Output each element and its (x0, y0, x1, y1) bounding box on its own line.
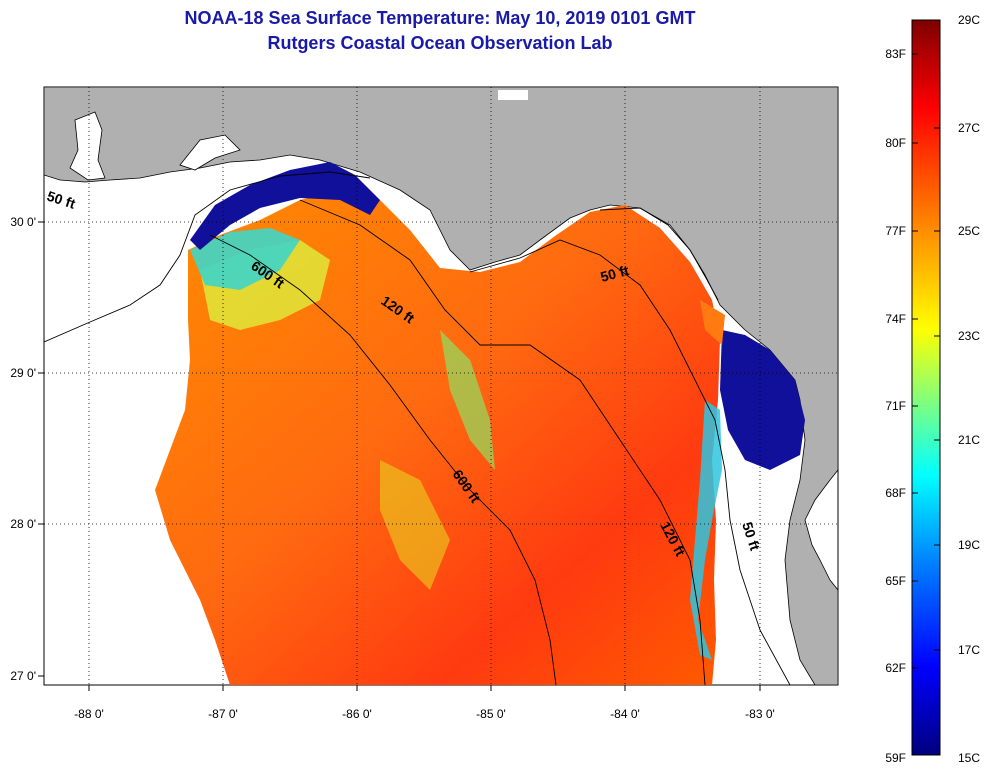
colorbar-f-label: 59F (885, 751, 906, 765)
colorbar-f-label: 68F (885, 486, 906, 500)
lon-label: -88 0' (74, 707, 104, 721)
isobath-label: 50 ft (599, 262, 631, 285)
chart-subtitle: Rutgers Coastal Ocean Observation Lab (267, 33, 613, 53)
lon-label: -87 0' (208, 707, 238, 721)
colorbar-c-label: 21C (958, 433, 980, 447)
isobath-50ft-east (469, 239, 791, 685)
colorbar-c-label: 19C (958, 538, 980, 552)
lon-label: -83 0' (745, 707, 775, 721)
colorbar-c-label: 17C (958, 643, 980, 657)
tick-marks (38, 221, 761, 691)
colorbar-c-label: 15C (958, 751, 980, 765)
colorbar-f-label: 65F (885, 574, 906, 588)
colorbar-ticks (912, 19, 940, 669)
lon-label: -84 0' (610, 707, 640, 721)
sst-orange-bigbend (700, 300, 725, 345)
chart-title: NOAA-18 Sea Surface Temperature: May 10,… (184, 8, 696, 28)
isobath-120ft (299, 199, 706, 685)
bay-pensacola (179, 134, 241, 171)
graticule (44, 87, 838, 685)
isobath-600ft (209, 234, 557, 685)
sst-cold-nw (190, 162, 380, 250)
colorbar-f-label: 71F (885, 399, 906, 413)
colorbar-f-label: 74F (885, 312, 906, 326)
sst-cold-bigbend (720, 330, 805, 470)
lat-label: 30 0' (10, 215, 36, 229)
colorbar-c-label: 25C (958, 224, 980, 238)
colorbar-f-label: 77F (885, 224, 906, 238)
sst-cyan-coast (690, 400, 722, 660)
colorbar-c-label: 27C (958, 121, 980, 135)
colorbar-c-label: 29C (958, 13, 980, 27)
lon-label: -86 0' (342, 707, 372, 721)
lon-label: -85 0' (476, 707, 506, 721)
isobath-50ft-west (44, 171, 371, 343)
lat-label: 27 0' (10, 669, 36, 683)
colorbar-f-label: 83F (885, 47, 906, 61)
land-north (44, 87, 838, 685)
sst-cyan-nw (190, 228, 300, 290)
colorbar-c-label: 23C (958, 329, 980, 343)
sst-field-warm (155, 190, 720, 685)
colorbar-f-label: 80F (885, 136, 906, 150)
lat-label: 28 0' (10, 517, 36, 531)
colorbar (911, 19, 941, 756)
sst-green-mid (440, 330, 495, 470)
coastline-east (599, 207, 719, 301)
bay-mobile (69, 111, 106, 181)
lat-label: 29 0' (10, 366, 36, 380)
land-speck (498, 90, 528, 100)
sst-yellow-band (380, 460, 450, 590)
colorbar-f-label: 62F (885, 661, 906, 675)
